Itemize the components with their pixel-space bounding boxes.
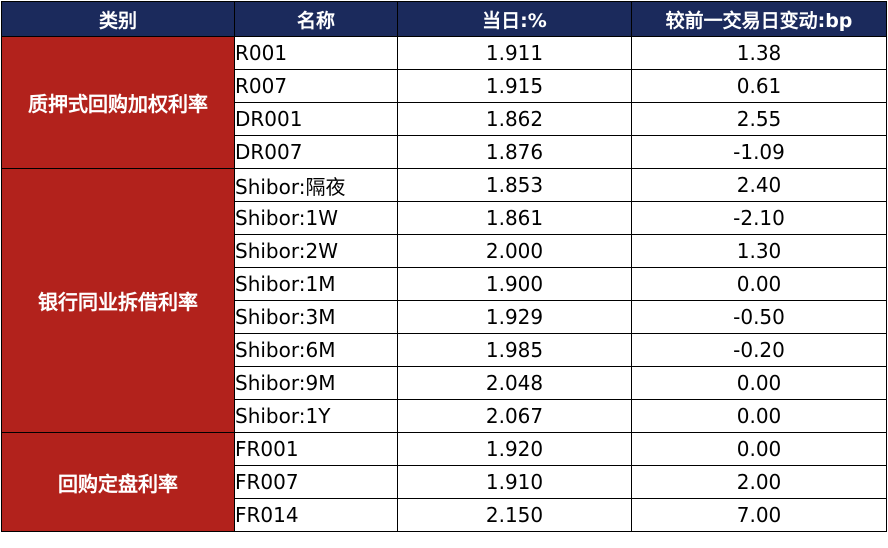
rate-today: 2.150 bbox=[397, 498, 632, 532]
rate-change: -0.20 bbox=[631, 333, 887, 367]
rate-name: Shibor:隔夜 bbox=[234, 168, 398, 202]
rate-change: 0.00 bbox=[631, 399, 887, 433]
rate-name: DR001 bbox=[234, 102, 398, 136]
rate-name: Shibor:9M bbox=[234, 366, 398, 400]
rate-today: 1.920 bbox=[397, 432, 632, 466]
rate-change: 1.38 bbox=[631, 36, 887, 70]
rate-change: 0.00 bbox=[631, 267, 887, 301]
rate-today: 1.929 bbox=[397, 300, 632, 334]
rate-change: 0.00 bbox=[631, 366, 887, 400]
table-row: Shibor:1W 1.861 -2.10 bbox=[2, 201, 887, 235]
table-row: Shibor:3M 1.929 -0.50 bbox=[2, 300, 887, 334]
rate-name: R001 bbox=[234, 36, 398, 70]
header-change: 较前一交易日变动:bp bbox=[631, 1, 887, 37]
rate-today: 1.862 bbox=[397, 102, 632, 136]
rate-today: 2.048 bbox=[397, 366, 632, 400]
rate-name: Shibor:2W bbox=[234, 234, 398, 268]
rate-today: 1.900 bbox=[397, 267, 632, 301]
rate-today: 1.876 bbox=[397, 135, 632, 169]
table-row: R007 1.915 0.61 bbox=[2, 69, 887, 103]
rate-today: 1.911 bbox=[397, 36, 632, 70]
category-cell: 银行同业拆借利率 bbox=[1, 168, 235, 433]
table-row: Shibor:2W 2.000 1.30 bbox=[2, 234, 887, 268]
rate-change: 0.00 bbox=[631, 432, 887, 466]
header-category: 类别 bbox=[1, 1, 235, 37]
table-row: 银行同业拆借利率 Shibor:隔夜 1.853 2.40 bbox=[1, 168, 887, 433]
rate-today: 1.853 bbox=[397, 168, 632, 202]
rate-today: 1.910 bbox=[397, 465, 632, 499]
rate-name: FR007 bbox=[234, 465, 398, 499]
rate-today: 2.067 bbox=[397, 399, 632, 433]
rate-change: 1.30 bbox=[631, 234, 887, 268]
table-row: Shibor:9M 2.048 0.00 bbox=[2, 366, 887, 400]
table-row: Shibor:1M 1.900 0.00 bbox=[2, 267, 887, 301]
header-today: 当日:% bbox=[397, 1, 632, 37]
table-row: 质押式回购加权利率 R001 1.911 1.38 bbox=[1, 36, 887, 169]
rate-change: 0.61 bbox=[631, 69, 887, 103]
rate-change: -0.50 bbox=[631, 300, 887, 334]
rate-name: Shibor:6M bbox=[234, 333, 398, 367]
rate-change: -1.09 bbox=[631, 135, 887, 169]
rate-name: FR001 bbox=[234, 432, 398, 466]
header-row: 类别 名称 当日:% 较前一交易日变动:bp bbox=[1, 1, 887, 37]
table-row: FR014 2.150 7.00 bbox=[2, 498, 887, 532]
table-row: 回购定盘利率 FR001 1.920 0.00 bbox=[1, 432, 887, 532]
rate-today: 2.000 bbox=[397, 234, 632, 268]
rate-name: FR014 bbox=[234, 498, 398, 532]
rate-change: 2.00 bbox=[631, 465, 887, 499]
rate-name: Shibor:1M bbox=[234, 267, 398, 301]
category-cell: 回购定盘利率 bbox=[1, 432, 235, 532]
rate-change: 7.00 bbox=[631, 498, 887, 532]
rate-name: Shibor:1Y bbox=[234, 399, 398, 433]
rates-table: 类别 名称 当日:% 较前一交易日变动:bp 质押式回购加权利率 R001 1.… bbox=[1, 1, 887, 532]
rate-name: DR007 bbox=[234, 135, 398, 169]
rate-name: Shibor:3M bbox=[234, 300, 398, 334]
rate-change: -2.10 bbox=[631, 201, 887, 235]
table-row: FR007 1.910 2.00 bbox=[2, 465, 887, 499]
rate-change: 2.55 bbox=[631, 102, 887, 136]
rate-today: 1.985 bbox=[397, 333, 632, 367]
header-name: 名称 bbox=[234, 1, 398, 37]
rate-name: R007 bbox=[234, 69, 398, 103]
rate-change: 2.40 bbox=[631, 168, 887, 202]
category-cell: 质押式回购加权利率 bbox=[1, 36, 235, 169]
rate-name: Shibor:1W bbox=[234, 201, 398, 235]
rate-today: 1.915 bbox=[397, 69, 632, 103]
table-row: Shibor:6M 1.985 -0.20 bbox=[2, 333, 887, 367]
rate-today: 1.861 bbox=[397, 201, 632, 235]
